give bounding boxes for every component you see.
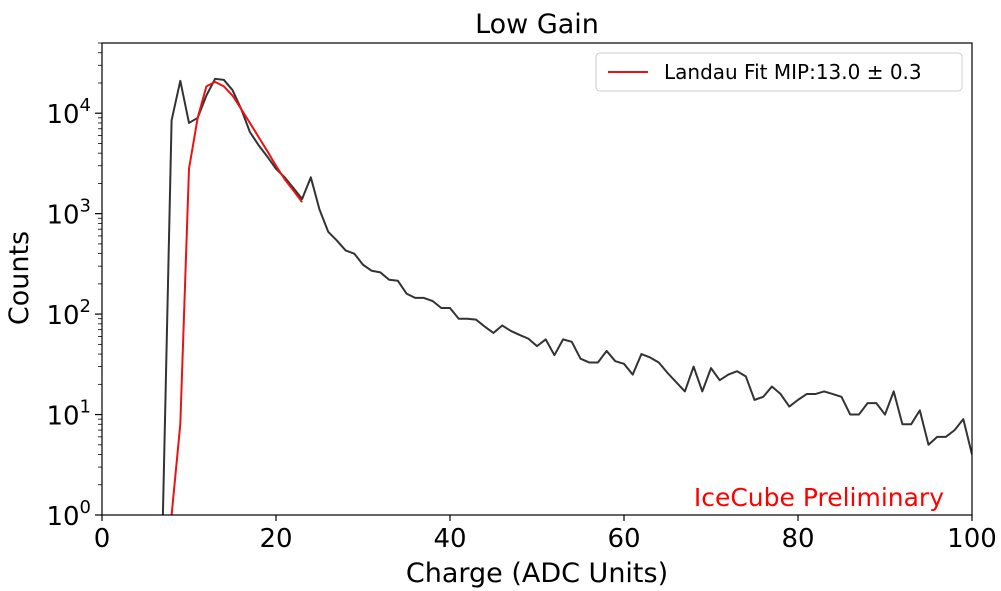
y-tick-label: 101 [46, 397, 91, 432]
x-tick-label: 100 [947, 524, 997, 554]
fit-series-line [170, 80, 303, 515]
x-tick-label: 80 [781, 524, 814, 554]
y-tick-label: 102 [46, 296, 91, 331]
x-tick-label: 20 [259, 524, 292, 554]
chart-title: Low Gain [475, 9, 599, 40]
data-series-line [161, 77, 972, 515]
y-tick-label: 100 [46, 497, 91, 532]
y-axis-label: Counts [4, 231, 35, 325]
legend-box [595, 52, 963, 92]
x-tick-label: 40 [433, 524, 466, 554]
x-tick-label: 0 [94, 524, 111, 554]
plot-frame [101, 42, 973, 516]
x-tick-label: 60 [607, 524, 640, 554]
legend: Landau Fit MIP:13.0 ± 0.3 [595, 52, 963, 92]
legend-fit-label: Landau Fit MIP:13.0 ± 0.3 [664, 60, 922, 84]
icecube-preliminary-annotation: IceCube Preliminary [694, 483, 944, 512]
y-tick-label: 104 [46, 95, 91, 130]
series-layer [161, 77, 972, 515]
x-axis-label: Charge (ADC Units) [406, 558, 668, 589]
y-tick-label: 103 [46, 196, 91, 231]
axis-layer: 0 20 40 60 80 100 100 101 102 103 104 [46, 42, 997, 554]
